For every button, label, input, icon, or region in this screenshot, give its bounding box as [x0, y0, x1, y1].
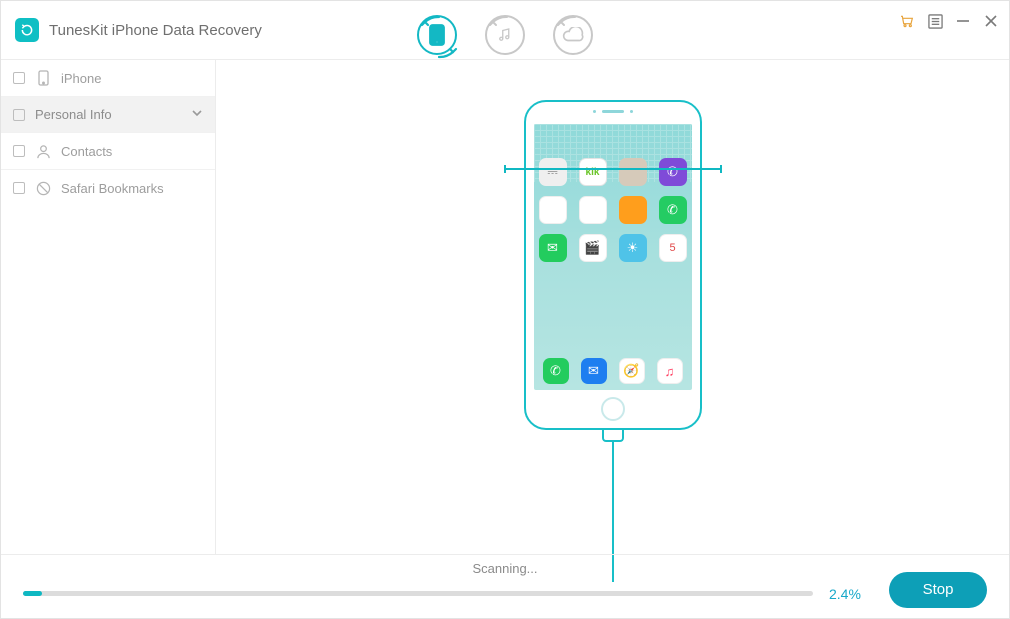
body: iPhone Personal Info Contacts: [1, 59, 1009, 554]
sidebar-item-label: iPhone: [61, 71, 101, 86]
dock-icon-mail: ✉: [581, 358, 607, 384]
menu-list-icon[interactable]: [927, 13, 943, 29]
stop-button[interactable]: Stop: [889, 572, 987, 608]
contact-icon: [35, 143, 51, 159]
home-button-icon: [601, 397, 625, 421]
mode-device-button[interactable]: [417, 15, 457, 55]
sidebar: iPhone Personal Info Contacts: [1, 60, 216, 554]
progress-bar: [23, 591, 813, 596]
bookmark-icon: [35, 180, 51, 196]
mode-tabs: [417, 15, 593, 55]
app-icon-video: 🎬: [579, 234, 607, 262]
scan-line: [504, 168, 722, 170]
app-icon-kik: kik: [579, 158, 607, 186]
mode-icloud-button[interactable]: [553, 15, 593, 55]
app-logo-icon: [15, 18, 39, 42]
status-label: Scanning...: [472, 561, 537, 576]
phone-frame: ⎓ kik ✆ ⬇ ✿ ✆ ✉ 🎬 ☀ 5 ✆ ✉ 🧭 ♫: [524, 100, 702, 430]
phone-icon: [35, 70, 51, 86]
phone-illustration: ⎓ kik ✆ ⬇ ✿ ✆ ✉ 🎬 ☀ 5 ✆ ✉ 🧭 ♫: [524, 100, 702, 582]
sidebar-item-safari-bookmarks[interactable]: Safari Bookmarks: [1, 170, 215, 206]
checkbox[interactable]: [13, 145, 25, 157]
close-button[interactable]: [983, 13, 999, 29]
sidebar-item-label: Safari Bookmarks: [61, 181, 164, 196]
app-icon-whatsapp: ✆: [659, 196, 687, 224]
dock-icon-safari: 🧭: [619, 358, 645, 384]
sidebar-item-label: Contacts: [61, 144, 112, 159]
app-window: TunesKit iPhone Data Recovery: [0, 0, 1010, 619]
minimize-button[interactable]: [955, 13, 971, 29]
checkbox[interactable]: [13, 72, 25, 84]
sidebar-item-iphone[interactable]: iPhone: [1, 60, 215, 97]
store-icon[interactable]: [899, 13, 915, 29]
sidebar-item-contacts[interactable]: Contacts: [1, 133, 215, 170]
dock-icon-phone: ✆: [543, 358, 569, 384]
app-icon-messages: ✉: [539, 234, 567, 262]
dock: ✆ ✉ 🧭 ♫: [534, 358, 692, 384]
app-grid: ⎓ kik ✆ ⬇ ✿ ✆ ✉ 🎬 ☀ 5: [534, 158, 692, 262]
progress-percent: 2.4%: [829, 586, 873, 602]
app-icon-waveform: ⎓: [539, 158, 567, 186]
footer: Scanning... 2.4% Stop: [1, 554, 1009, 618]
app-icon-photos: ✿: [579, 196, 607, 224]
dock-icon-music: ♫: [657, 358, 683, 384]
checkbox[interactable]: [13, 182, 25, 194]
phone-screen: ⎓ kik ✆ ⬇ ✿ ✆ ✉ 🎬 ☀ 5 ✆ ✉ 🧭 ♫: [534, 124, 692, 390]
title-bar: TunesKit iPhone Data Recovery: [1, 1, 1009, 59]
cable-plug-icon: [602, 430, 624, 442]
sidebar-group-label: Personal Info: [35, 107, 112, 122]
app-title: TunesKit iPhone Data Recovery: [49, 22, 262, 39]
app-icon-weather: ☀: [619, 234, 647, 262]
chevron-down-icon: [191, 107, 203, 122]
app-icon-notes: [619, 196, 647, 224]
app-icon-texture: [619, 158, 647, 186]
progress-fill: [23, 591, 42, 596]
checkbox[interactable]: [13, 109, 25, 121]
earpiece: [526, 110, 700, 113]
mode-itunes-button[interactable]: [485, 15, 525, 55]
sidebar-group-personal-info[interactable]: Personal Info: [1, 97, 215, 133]
app-icon-store: ⬇: [539, 196, 567, 224]
window-controls: [899, 13, 999, 29]
app-icon-calendar: 5: [659, 234, 687, 262]
main-area: ⎓ kik ✆ ⬇ ✿ ✆ ✉ 🎬 ☀ 5 ✆ ✉ 🧭 ♫: [216, 60, 1009, 554]
app-icon-viber: ✆: [659, 158, 687, 186]
